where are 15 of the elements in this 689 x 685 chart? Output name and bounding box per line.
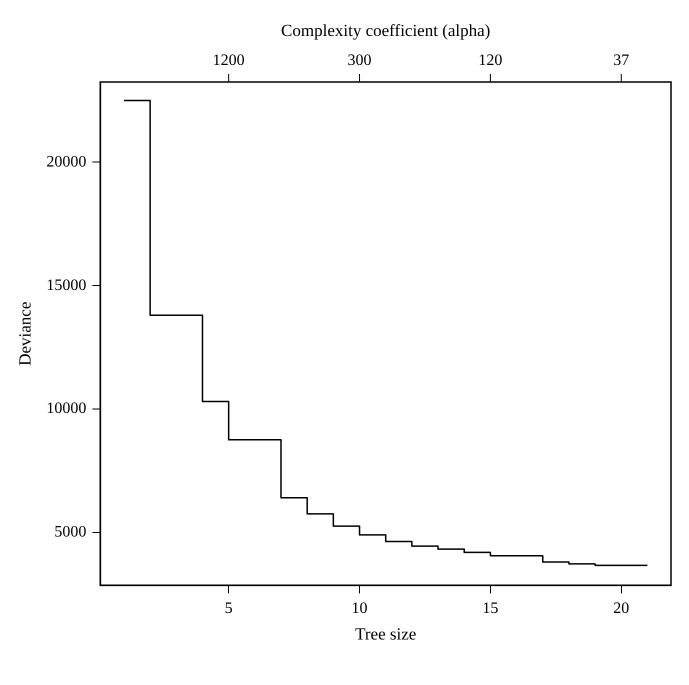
annotation: 1200 xyxy=(212,52,245,70)
annotation: 120 xyxy=(478,52,502,70)
x-tick-label: 5 xyxy=(224,600,233,618)
x-axis-title: Tree size xyxy=(355,624,416,644)
y-tick-label: 20000 xyxy=(46,153,86,170)
x-tick-label: 15 xyxy=(482,600,498,618)
y-axis-title: Deviance xyxy=(16,302,35,366)
y-tick-label: 15000 xyxy=(46,276,86,294)
x2-axis-title: Complexity coefficient (alpha) xyxy=(281,20,490,40)
x-tick-label: 20 xyxy=(613,600,630,618)
y-tick-label: 5000 xyxy=(54,524,86,541)
annotation: 300 xyxy=(348,52,372,70)
y-tick-label: 10000 xyxy=(46,400,86,418)
x-tick-label: 10 xyxy=(352,600,368,618)
annotation: 37 xyxy=(613,52,630,70)
